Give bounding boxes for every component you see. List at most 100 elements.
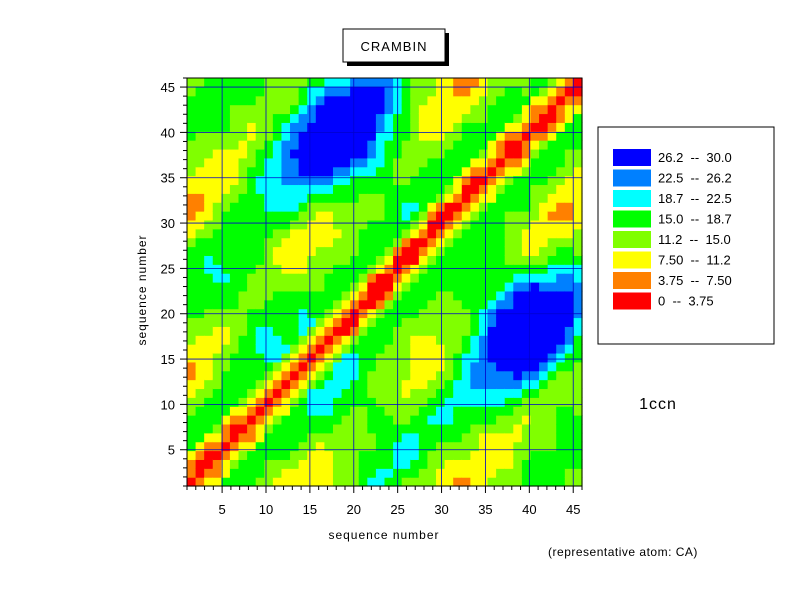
heatmap-cell (298, 246, 308, 256)
heatmap-cell (496, 477, 506, 487)
heatmap-cell (521, 370, 532, 381)
heatmap-cell (281, 95, 291, 106)
heatmap-cell (521, 175, 532, 186)
heatmap-cell (539, 255, 549, 265)
heatmap-cell (461, 193, 471, 203)
heatmap-cell (238, 406, 248, 416)
heatmap-cell (401, 415, 411, 425)
heatmap-cell (229, 193, 240, 203)
heatmap-cell (530, 290, 540, 301)
heatmap-cell (461, 246, 471, 256)
heatmap-cell (418, 157, 429, 168)
heatmap-cell (307, 432, 317, 443)
heatmap-cell (496, 361, 506, 372)
heatmap-cell (504, 406, 514, 416)
heatmap-cell (418, 406, 429, 416)
heatmap-cell (427, 468, 437, 478)
heatmap-cell (367, 228, 377, 239)
heatmap-cell (573, 228, 583, 239)
heatmap-cell (444, 406, 454, 416)
heatmap-cell (547, 264, 557, 274)
heatmap-cell (410, 246, 420, 256)
heatmap-cell (255, 264, 265, 274)
y-axis-label: sequence number (135, 234, 149, 345)
heatmap-cell (350, 211, 360, 221)
heatmap-cell (204, 95, 214, 106)
legend: 26.2 -- 30.022.5 -- 26.218.7 -- 22.515.0… (597, 126, 775, 345)
heatmap-cell (324, 175, 334, 186)
heatmap-cell (281, 468, 291, 478)
heatmap-cell (221, 95, 231, 106)
heatmap-cell (229, 184, 240, 194)
heatmap-cell (470, 193, 480, 203)
heatmap-cell (272, 397, 283, 407)
heatmap-cell (375, 432, 386, 443)
heatmap-cell (427, 122, 437, 132)
heatmap-cell (556, 379, 566, 390)
heatmap-cell (375, 113, 386, 123)
heatmap-cell (573, 432, 583, 443)
heatmap-cell (461, 397, 471, 407)
heatmap-cell (358, 255, 368, 265)
heatmap-cell (229, 228, 240, 239)
heatmap-cell (281, 157, 291, 168)
heatmap-cell (564, 468, 575, 478)
heatmap-cell (238, 264, 248, 274)
heatmap-cell (229, 104, 240, 115)
heatmap-cell (307, 228, 317, 239)
heatmap-cell (401, 317, 411, 327)
heatmap-cell (298, 441, 308, 452)
heatmap-cell (547, 432, 557, 443)
heatmap-cell (410, 282, 420, 292)
heatmap-cell (539, 202, 549, 212)
heatmap-cell (521, 317, 532, 327)
heatmap-cell (272, 237, 283, 248)
heatmap-cell (367, 131, 377, 141)
heatmap-cell (401, 273, 411, 283)
heatmap-cell (332, 157, 343, 168)
heatmap-cell (272, 184, 283, 194)
heatmap-cell (478, 273, 489, 283)
heatmap-cell (504, 148, 514, 159)
heatmap-cell (247, 459, 257, 469)
heatmap-cell (238, 450, 248, 460)
heatmap-cell (272, 122, 283, 132)
y-tick-label: 5 (168, 443, 175, 458)
heatmap-cell (290, 459, 300, 469)
heatmap-cell (384, 468, 394, 478)
heatmap-cell (341, 406, 351, 416)
heatmap-cell (187, 299, 197, 310)
heatmap-cell (547, 326, 557, 336)
heatmap-cell (564, 344, 575, 354)
heatmap-cell (547, 166, 557, 177)
heatmap-cell (204, 228, 214, 239)
heatmap-cell (513, 273, 523, 283)
heatmap-cell (187, 211, 197, 221)
heatmap-cell (264, 86, 274, 97)
heatmap-cell (247, 317, 257, 327)
heatmap-cell (478, 388, 489, 398)
heatmap-cell (487, 406, 497, 416)
heatmap-cell (478, 477, 489, 487)
heatmap-cell (298, 344, 308, 354)
heatmap-cell (547, 193, 557, 203)
heatmap-cell (290, 361, 300, 372)
heatmap-cell (290, 388, 300, 398)
heatmap-cell (461, 78, 471, 88)
heatmap-cell (255, 95, 265, 106)
heatmap-cell (272, 423, 283, 434)
heatmap-cell (324, 131, 334, 141)
heatmap-cell (350, 122, 360, 132)
heatmap-cell (238, 299, 248, 310)
heatmap-cell (204, 317, 214, 327)
heatmap-cell (496, 264, 506, 274)
heatmap-cell (341, 157, 351, 168)
heatmap-cell (436, 193, 446, 203)
heatmap-cell (504, 450, 514, 460)
heatmap-cell (298, 370, 308, 381)
heatmap-cell (375, 104, 386, 115)
heatmap-cell (247, 140, 257, 150)
heatmap-cell (556, 273, 566, 283)
heatmap-cell (264, 228, 274, 239)
heatmap-cell (307, 423, 317, 434)
